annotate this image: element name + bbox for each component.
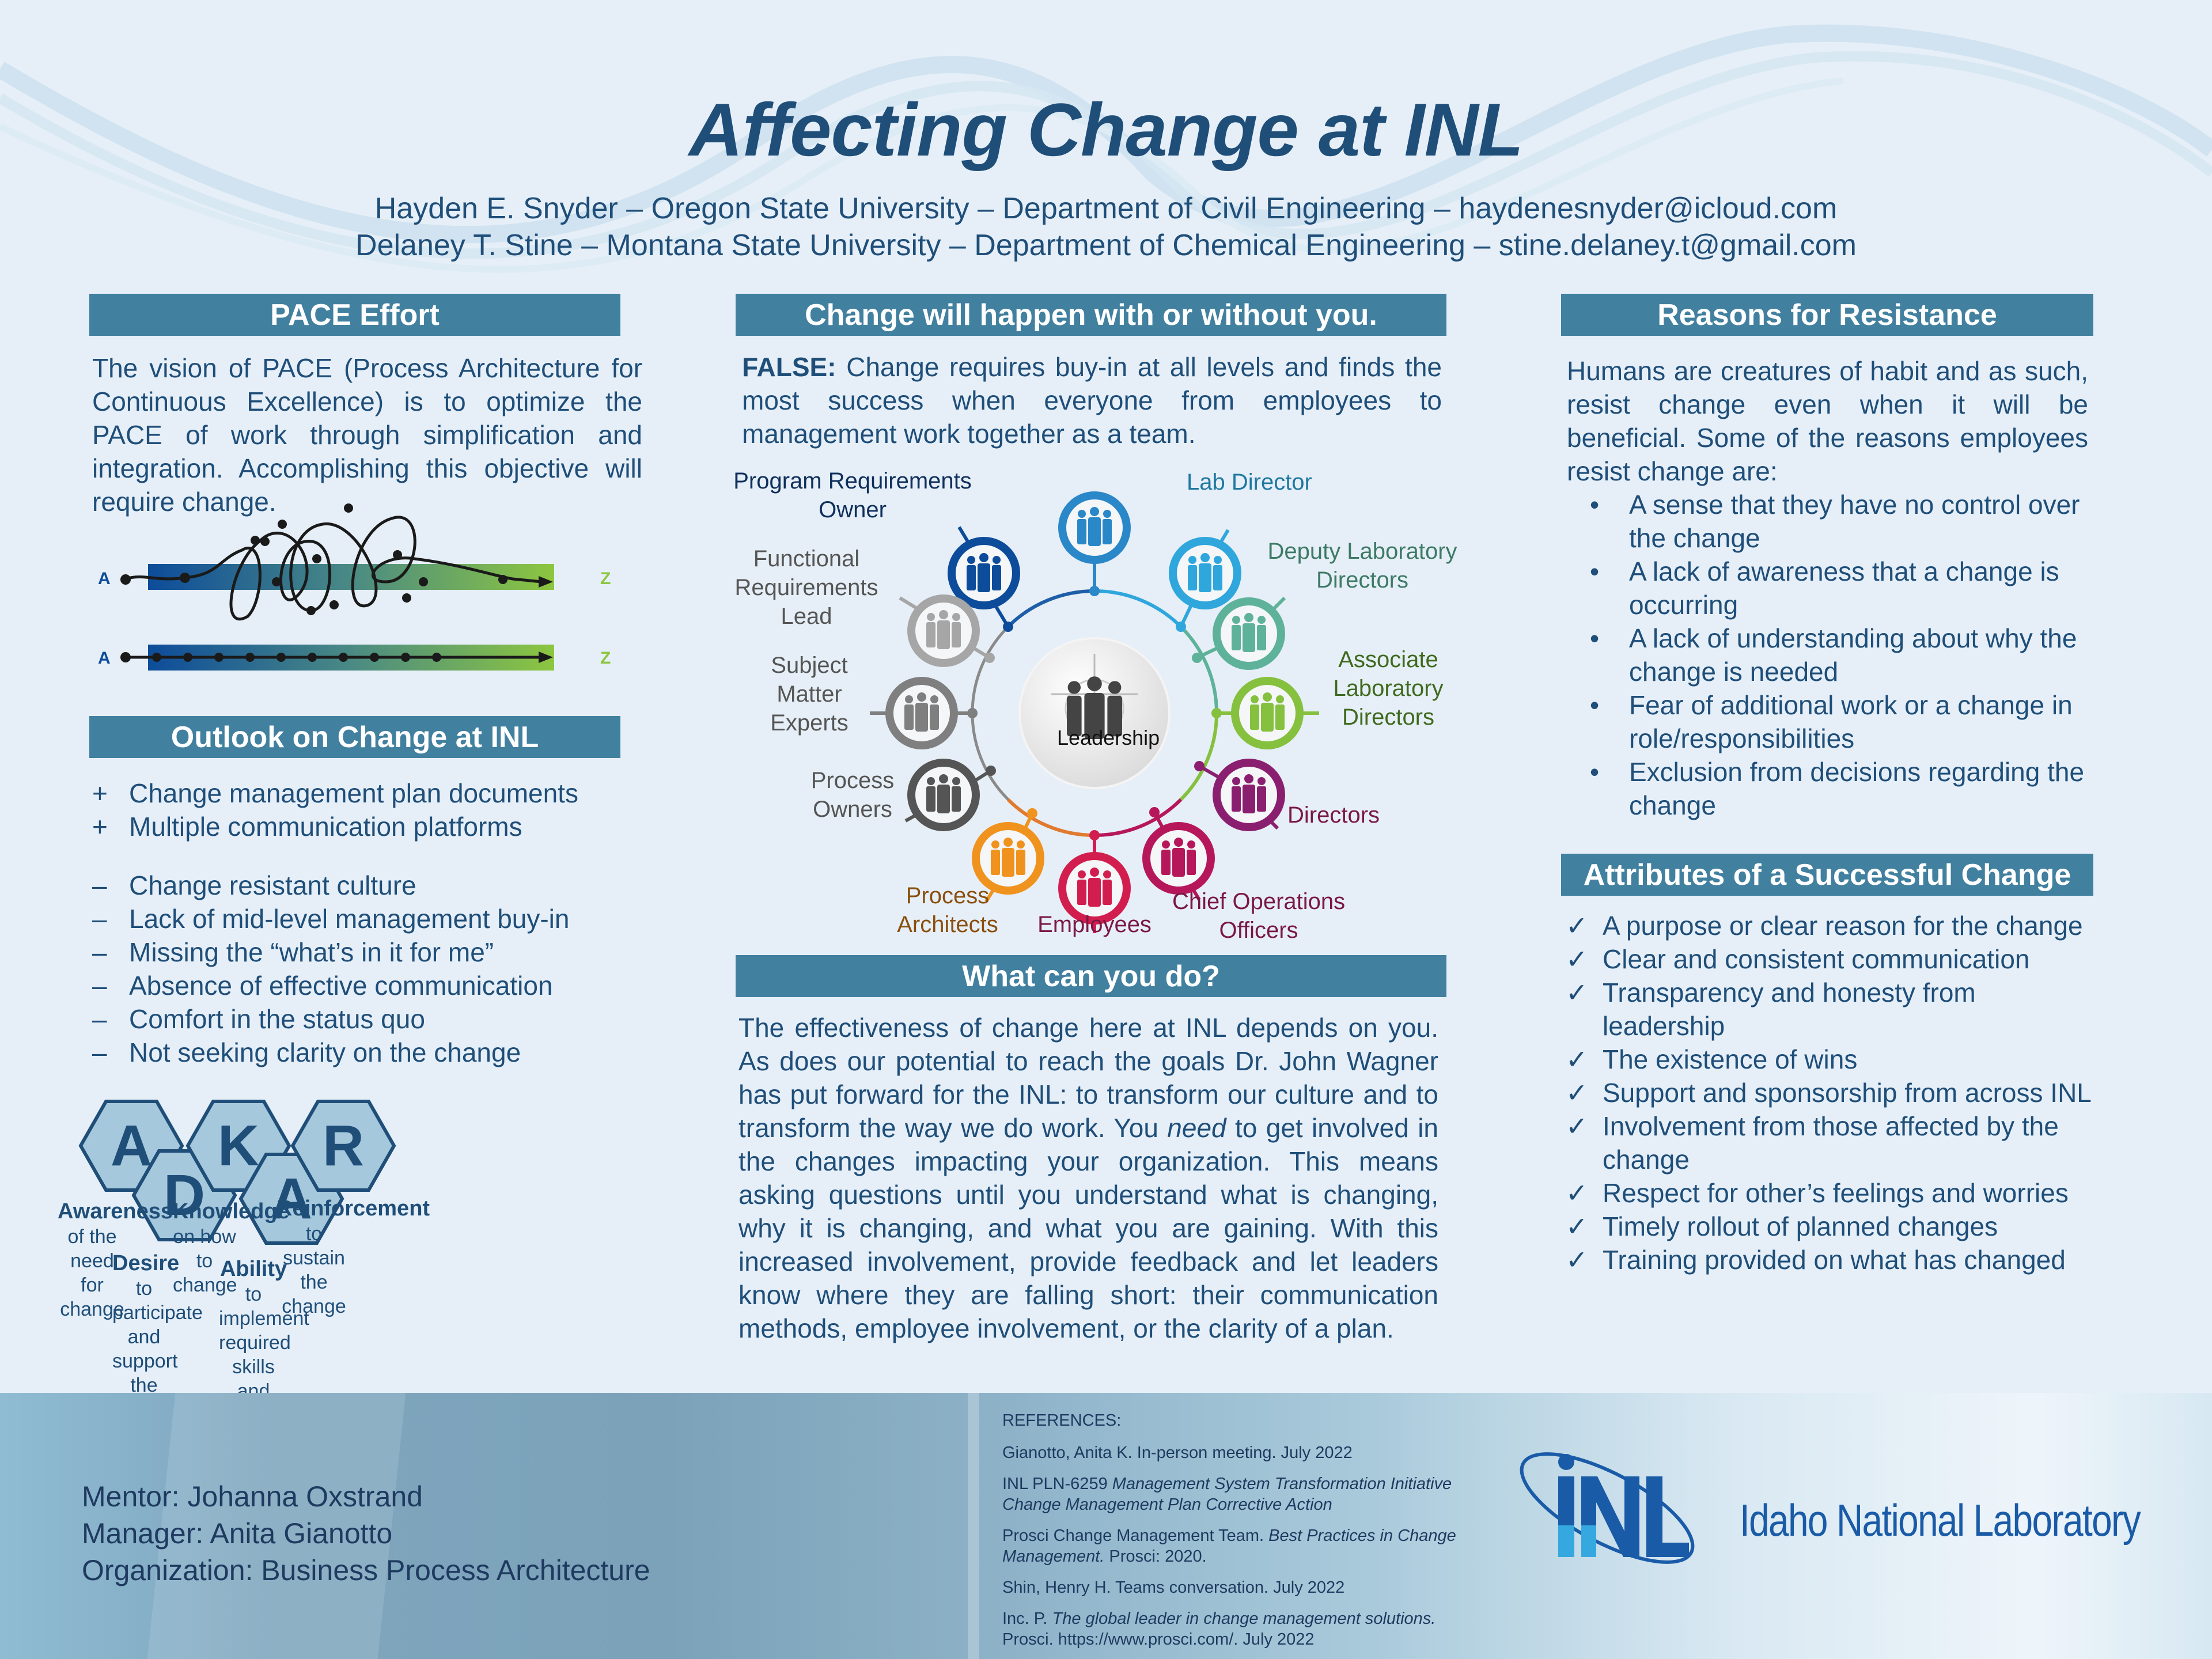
attribute-item: ✓ Timely rollout of planned changes (1566, 1210, 2096, 1243)
credits: Mentor: Johanna Oxstrand Manager: Anita … (82, 1478, 650, 1589)
outlook-negative-item: – Missing the “what’s in it for me” (92, 937, 494, 967)
pace-end-label-2: Z (600, 649, 611, 668)
resistance-heading: Reasons for Resistance (1561, 294, 2093, 336)
node-label-directors: Directors (1287, 802, 1380, 828)
node-label-employees: Employees (1037, 912, 1152, 937)
node-label-subject-matter-experts: Subject Matter Experts (770, 653, 849, 736)
author-line-1: Hayden E. Snyder – Oregon State Universi… (374, 192, 1838, 225)
node-label-process-owners: Process Owners (810, 768, 895, 822)
attribute-item: ✓ Clear and consistent communication (1566, 942, 2096, 976)
inl-logo-text: Idaho National Laboratory (1740, 1495, 2141, 1546)
outlook-positive-item: + Change management plan documents (92, 778, 578, 808)
attribute-item: ✓ A purpose or clear reason for the chang… (1566, 909, 2096, 942)
author-line-2: Delaney T. Stine – Montana State Univers… (355, 229, 1857, 262)
change-body: FALSE: Change requires buy-in at all lev… (742, 352, 1442, 449)
reference-item: Prosci Change Management Team. Best Prac… (1002, 1527, 1456, 1566)
outlook-positive-item: + Multiple communication platforms (92, 812, 522, 842)
adkar-label-reinforcement: Reinforcement to sustain the change (276, 1196, 430, 1317)
node-label-process-architects: Process Architects (897, 883, 998, 937)
check-icon: ✓ (1566, 1078, 1588, 1108)
resistance-item: • A lack of awareness that a change is oc… (1590, 556, 2059, 620)
organization: Organization: Business Process Architect… (82, 1554, 650, 1586)
list-spacer (92, 843, 668, 869)
node-label-deputy-laboratory-directors: Deputy Laboratory Directors (1267, 539, 1457, 593)
check-icon: ✓ (1566, 978, 1588, 1007)
outlook-heading: Outlook on Change at INL (89, 716, 620, 758)
mentor: Mentor: Johanna Oxstrand (82, 1480, 423, 1513)
pace-diagram: A Z A Z (92, 495, 622, 691)
adkar-model: A D K A R Awareness of the need for chan… (58, 1083, 691, 1426)
what-can-you-do-body: The effectiveness of change here at INL … (738, 1013, 1438, 1343)
check-icon: ✓ (1566, 911, 1588, 941)
outlook-negative-item: – Lack of mid-level management buy-in (92, 904, 570, 934)
attribute-item: ✓ Support and sponsorship from across INL (1566, 1076, 2096, 1109)
adkar-hex-reinforcement: R (290, 1099, 396, 1192)
attributes-heading: Attributes of a Successful Change (1561, 854, 2093, 896)
reference-item: INL PLN-6259 Management System Transform… (1002, 1475, 1452, 1514)
what-can-you-do-heading: What can you do? (736, 955, 1446, 997)
resistance-intro: Humans are creatures of habit and as suc… (1567, 356, 2088, 486)
check-icon: ✓ (1566, 1111, 1588, 1141)
poster-title: Affecting Change at INL (688, 88, 1524, 172)
check-icon: ✓ (1566, 1178, 1588, 1208)
reference-item: Gianotto, Anita K. In-person meeting. Ju… (1002, 1444, 1353, 1462)
node-label-lab-director: Lab Director (1187, 469, 1312, 495)
check-icon: ✓ (1566, 944, 1588, 974)
attribute-item: ✓ Training provided on what has changed (1566, 1243, 2096, 1277)
reference-item: Shin, Henry H. Teams conversation. July … (1002, 1578, 1345, 1597)
attribute-item: ✓ The existence of wins (1566, 1043, 2096, 1076)
node-label-chief-operations-officers: Chief Operations Officers (1172, 889, 1346, 943)
inl-logo: Idaho National Laboratory (1509, 1439, 2141, 1577)
outlook-negative-item: – Change resistant culture (92, 870, 416, 900)
wheel-graphic (870, 491, 1319, 933)
node-label-functional-requirements-lead: Functional Requirements Lead (734, 546, 878, 629)
outlook-negative-item: – Absence of effective communication (92, 971, 553, 1001)
pace-body: The vision of PACE (Process Architecture… (92, 353, 642, 517)
pace-start-label-2: A (98, 649, 111, 668)
pace-start-label: A (98, 569, 111, 588)
check-icon: ✓ (1566, 1044, 1588, 1074)
node-label-program-requirements-owner: Program Requirements Owner (733, 468, 972, 522)
node-label-associate-laboratory-directors: Associate Laboratory Directors (1333, 647, 1444, 730)
adkar-label-awareness: Awareness of the need for change (58, 1199, 173, 1320)
footer-decoration (968, 1393, 979, 1659)
resistance-item: • Exclusion from decisions regarding the … (1590, 757, 2085, 820)
manager: Manager: Anita Gianotto (82, 1517, 393, 1550)
outlook-negative-item: – Comfort in the status quo (92, 1004, 425, 1034)
stakeholder-wheel: Leadership Program Requirements Owner Lab… (726, 455, 1475, 945)
reference-item: Inc. P. The global leader in change mana… (1002, 1609, 1436, 1649)
references: REFERENCES: Gianotto, Anita K. In-person… (1002, 1410, 1475, 1659)
attribute-item: ✓ Transparency and honesty from leadershi… (1566, 976, 2096, 1043)
check-icon: ✓ (1566, 1211, 1588, 1241)
leadership-label: Leadership (1057, 726, 1160, 749)
inl-logo-mark (1520, 1452, 1695, 1564)
resistance-list: • A sense that they have no control over … (1590, 488, 2097, 822)
pace-end-label: Z (600, 569, 611, 588)
references-title: REFERENCES: (1002, 1411, 1122, 1430)
attribute-item: ✓ Involvement from those affected by the … (1566, 1109, 2096, 1176)
resistance-item: • A lack of understanding about why the c… (1590, 623, 2077, 687)
resistance-item: • Fear of additional work or a change in … (1590, 690, 2073, 753)
footer: Mentor: Johanna Oxstrand Manager: Anita … (0, 1393, 2212, 1659)
attribute-item: ✓ Respect for other’s feelings and worrie… (1566, 1176, 2096, 1210)
resistance-item: • A sense that they have no control over … (1590, 490, 2080, 553)
attributes-list: ✓ A purpose or clear reason for the chang… (1566, 909, 2096, 1277)
outlook-negative-item: – Not seeking clarity on the change (92, 1037, 521, 1067)
change-heading: Change will happen with or without you. (736, 294, 1446, 336)
adkar-label-knowledge: Knowledge on how to change (173, 1199, 290, 1296)
outlook-list: + Change management plan documents + Multi… (92, 777, 668, 1069)
false-label: FALSE: (742, 352, 836, 382)
pace-heading: PACE Effort (89, 294, 620, 336)
check-icon: ✓ (1566, 1245, 1588, 1275)
